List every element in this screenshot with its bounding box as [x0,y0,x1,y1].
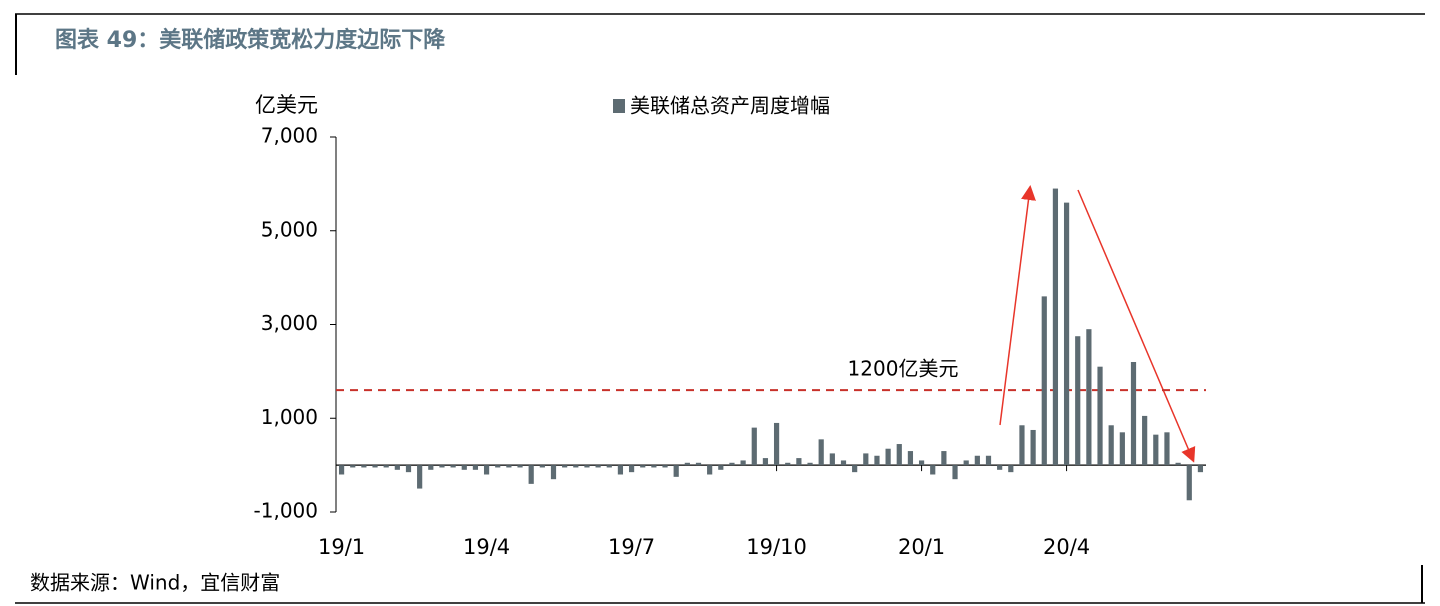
bar [405,465,412,473]
bar [729,462,735,466]
y-tick-label: 3,000 [261,311,318,335]
bar [985,455,992,466]
bar [584,465,590,468]
bar [773,422,780,466]
bar [573,465,579,468]
bar [829,453,835,466]
bar [1153,434,1159,466]
bar [338,465,345,475]
arrow-up [999,185,1036,426]
bar [1008,465,1014,473]
bar [751,427,757,466]
bar [506,465,512,468]
bar [450,465,456,468]
bar [461,465,467,470]
bar [997,465,1003,470]
bar [930,465,936,475]
bar [472,465,479,470]
bar [651,465,657,468]
bar [1063,202,1070,466]
bar [974,455,980,466]
bar [785,462,791,466]
x-tick-label: 19/10 [746,535,807,559]
bar [1086,329,1092,466]
x-tick-label: 19/1 [318,535,365,559]
bar [606,465,612,468]
bar [372,465,378,468]
bar [963,460,969,466]
bar [495,465,501,468]
bar [684,462,690,466]
bar [885,448,891,466]
bar [1130,362,1137,466]
bar [428,465,434,470]
y-tick-label: 5,000 [261,217,318,241]
bar [852,465,858,473]
x-tick-label: 19/4 [463,535,510,559]
bar [718,465,724,470]
bar [840,460,847,466]
bar [740,460,746,466]
arrow-down [1077,189,1196,463]
bar [874,455,880,466]
bar [595,465,601,468]
x-tick-label: 20/4 [1043,535,1090,559]
legend-swatch [613,99,625,113]
bar [1197,465,1204,473]
y-tick-label: -1,000 [254,499,318,523]
bar [1052,188,1059,466]
bar [1164,432,1170,466]
chart-title: 图表 49：美联储政策宽松力度边际下降 [55,27,446,53]
bar [807,462,813,466]
bar [1119,432,1125,466]
bar [662,465,668,468]
source: 数据来源：Wind，宜信财富 [30,571,280,595]
bar [796,458,802,466]
bar [361,465,367,468]
bar [1186,465,1192,501]
y-unit: 亿美元 [255,93,318,117]
bar [952,465,958,480]
bar [628,465,635,473]
bar [673,465,679,477]
bar [439,465,445,468]
bar [517,465,523,468]
bar [394,465,400,470]
bar [1108,425,1114,466]
bar [539,465,545,468]
bar [1019,425,1025,466]
bar [562,465,568,468]
bar [695,462,702,466]
bar [350,465,356,468]
bar [1175,462,1181,466]
bar [528,465,534,484]
bar [762,458,769,466]
y-tick-label: 7,000 [261,124,318,148]
bar [417,465,423,489]
x-tick-label: 19/7 [608,535,655,559]
bar [1075,336,1081,466]
legend-label: 美联储总资产周度增幅 [630,94,830,118]
bar [640,465,646,468]
bar [1030,429,1036,466]
bar [383,465,389,468]
bar [818,439,824,466]
x-tick-label: 20/1 [898,535,945,559]
bar [1041,296,1047,466]
bar [1142,415,1148,466]
bar [617,465,624,475]
bar [896,444,902,466]
bar [707,465,713,475]
bar [918,460,925,466]
bar [863,453,869,466]
y-tick-label: 1,000 [261,405,318,429]
annotation: 1200亿美元 [848,357,959,381]
bar [907,451,914,466]
bar [1097,366,1103,466]
bar [941,451,947,466]
bar [550,465,557,480]
bar [483,465,490,475]
